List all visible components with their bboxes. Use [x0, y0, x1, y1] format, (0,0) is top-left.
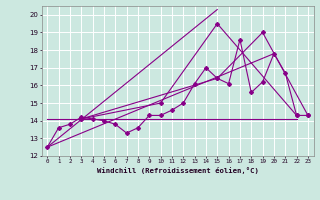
X-axis label: Windchill (Refroidissement éolien,°C): Windchill (Refroidissement éolien,°C): [97, 167, 259, 174]
